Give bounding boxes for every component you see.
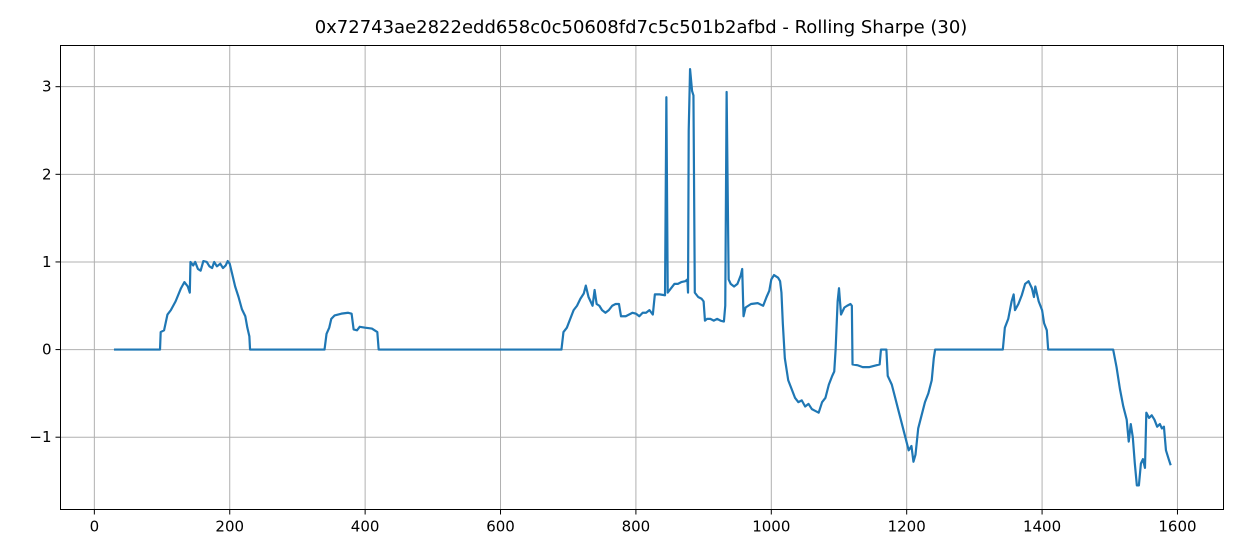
y-tick-label: 1 [42,253,52,271]
axes: 0 200 400 600 800 1000 1200 1400 1600 −1 0 1 2 3 [29,78,1196,536]
x-tick-label: 1200 [888,518,926,536]
chart-title: 0x72743ae2822edd658c0c50608fd7c5c501b2af… [315,17,968,38]
x-tick-label: 400 [351,518,380,536]
x-tick-label: 1400 [1023,518,1061,536]
x-tick-label: 600 [486,518,515,536]
line-series [113,68,1172,487]
x-tick-label: 0 [90,518,100,536]
x-tick-label: 800 [622,518,651,536]
x-tick-label: 1000 [752,518,790,536]
y-tick-label: −1 [29,428,51,446]
plot-frame [60,45,1224,510]
grid [60,45,1224,510]
plot [113,68,1172,487]
y-tick-label: 0 [42,341,52,359]
x-tick-label: 1600 [1158,518,1196,536]
x-tick-label: 200 [215,518,244,536]
y-tick-label: 2 [42,165,52,183]
y-tick-label: 3 [42,78,52,96]
